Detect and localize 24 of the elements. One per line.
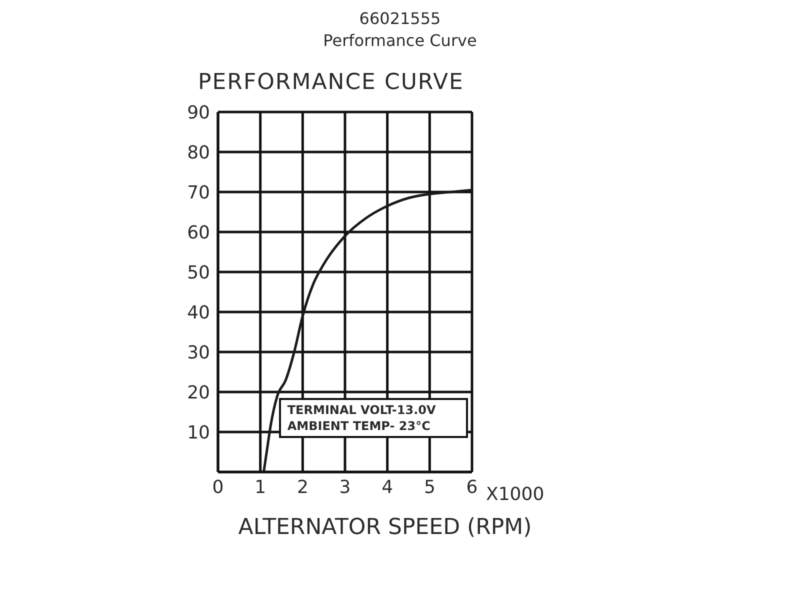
text: X1000 [486, 484, 544, 505]
x-tick-label: 4 [382, 476, 394, 498]
y-tick-label: 10 [187, 422, 210, 444]
y-tick-label: 90 [187, 102, 210, 124]
x-tick-label: 2 [296, 476, 308, 498]
x-tick-label: 5 [424, 476, 436, 498]
y-tick-label: 60 [187, 222, 210, 244]
x-axis-title: ALTERNATOR SPEED (RPM) [238, 515, 532, 540]
x-tick-label: 3 [339, 476, 351, 498]
x-tick-label: 1 [254, 476, 266, 498]
annotation: AMBIENT TEMP- 23°C [287, 418, 432, 434]
text: PERFORMANCE CURVE [198, 70, 464, 95]
y-tick-label: 40 [187, 302, 210, 324]
y-tick-label: 50 [187, 262, 210, 284]
annotation: TERMINAL VOLT-13.0V [287, 402, 437, 418]
y-tick-label: 30 [187, 342, 210, 364]
chart-title: 66021555 [358, 8, 442, 30]
chart-subtitle: Performance Curve [322, 30, 478, 52]
y-tick-label: 80 [187, 142, 210, 164]
x-tick-label: 6 [466, 476, 478, 498]
x-tick-label: 0 [212, 476, 224, 498]
y-tick-label: 70 [187, 182, 210, 204]
y-tick-label: 20 [187, 382, 210, 404]
note-box: TERMINAL VOLT-13.0V AMBIENT TEMP- 23°C [279, 398, 468, 438]
